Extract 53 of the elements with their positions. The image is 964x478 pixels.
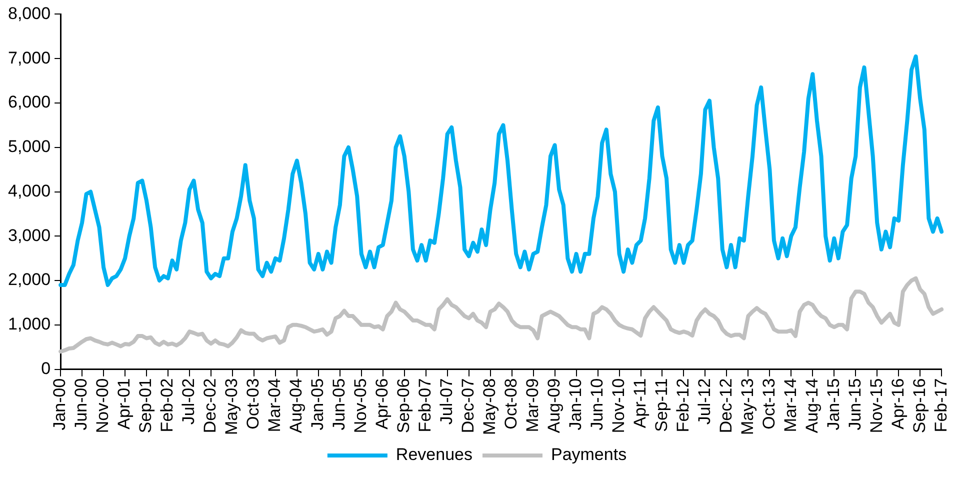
x-tick-label: Oct-03 xyxy=(244,378,263,430)
y-tick-label: 6,000 xyxy=(8,92,51,112)
x-tick-label: Aug-09 xyxy=(544,378,564,434)
legend-label: Payments xyxy=(550,445,627,464)
x-tick-label: Nov-00 xyxy=(93,378,112,434)
x-tick-label: Apr-11 xyxy=(630,378,650,428)
x-tick-label: May-03 xyxy=(222,378,242,435)
x-tick-label: Mar-04 xyxy=(265,378,284,432)
x-tick-label: Nov-05 xyxy=(351,378,370,434)
x-tick-label: Jul-02 xyxy=(179,378,198,425)
x-tick-label: Nov-15 xyxy=(866,378,886,434)
x-tick-label: Apr-16 xyxy=(888,378,908,430)
x-tick-label: Sep-11 xyxy=(652,378,671,432)
x-tick-label: Feb-12 xyxy=(673,378,692,432)
y-tick-label: 2,000 xyxy=(8,270,51,290)
x-tick-label: Jun-10 xyxy=(587,378,606,430)
x-tick-label: Jan-05 xyxy=(308,378,328,430)
x-tick-label: Oct-13 xyxy=(759,378,778,430)
y-tick-label: 1,000 xyxy=(8,314,51,334)
x-tick-label: Jan-10 xyxy=(566,378,585,430)
x-tick-label: Dec-12 xyxy=(716,378,736,434)
y-tick-label: 3,000 xyxy=(8,226,51,245)
legend-label: Revenues xyxy=(396,445,472,464)
x-tick-label: May-08 xyxy=(480,378,500,435)
x-tick-label: Jul-07 xyxy=(437,378,456,425)
x-tick-label: Feb-17 xyxy=(931,378,950,432)
x-tick-label: Jun-15 xyxy=(845,378,864,430)
x-tick-label: Dec-07 xyxy=(458,378,478,434)
y-tick-label: 8,000 xyxy=(8,4,51,23)
x-tick-label: Jun-00 xyxy=(72,378,91,430)
y-tick-label: 7,000 xyxy=(8,48,51,68)
x-tick-label: Sep-06 xyxy=(394,378,414,434)
x-tick-label: Apr-01 xyxy=(114,378,134,430)
x-tick-label: Sep-16 xyxy=(910,378,929,434)
y-tick-label: 0 xyxy=(41,359,51,378)
y-tick-label: 4,000 xyxy=(8,181,51,200)
x-tick-label: Nov-10 xyxy=(608,378,628,434)
y-tick-label: 5,000 xyxy=(8,137,51,156)
x-tick-label: Sep-01 xyxy=(136,378,156,434)
x-tick-label: Feb-07 xyxy=(416,378,435,432)
x-tick-label: Oct-08 xyxy=(502,378,521,430)
x-tick-label: Apr-06 xyxy=(372,378,392,430)
x-tick-label: Jun-05 xyxy=(330,378,349,430)
x-tick-label: Jan-00 xyxy=(50,378,70,430)
x-tick-label: Aug-14 xyxy=(802,378,822,434)
x-tick-label: Feb-02 xyxy=(158,378,177,432)
x-tick-label: Dec-02 xyxy=(200,378,220,434)
x-tick-label: Mar-09 xyxy=(522,378,542,432)
x-tick-label: May-13 xyxy=(738,378,757,435)
x-tick-label: Jul-12 xyxy=(694,378,714,425)
x-tick-label: Mar-14 xyxy=(780,378,800,432)
x-tick-label: Aug-04 xyxy=(286,378,306,434)
x-tick-label: Jan-15 xyxy=(824,378,843,430)
